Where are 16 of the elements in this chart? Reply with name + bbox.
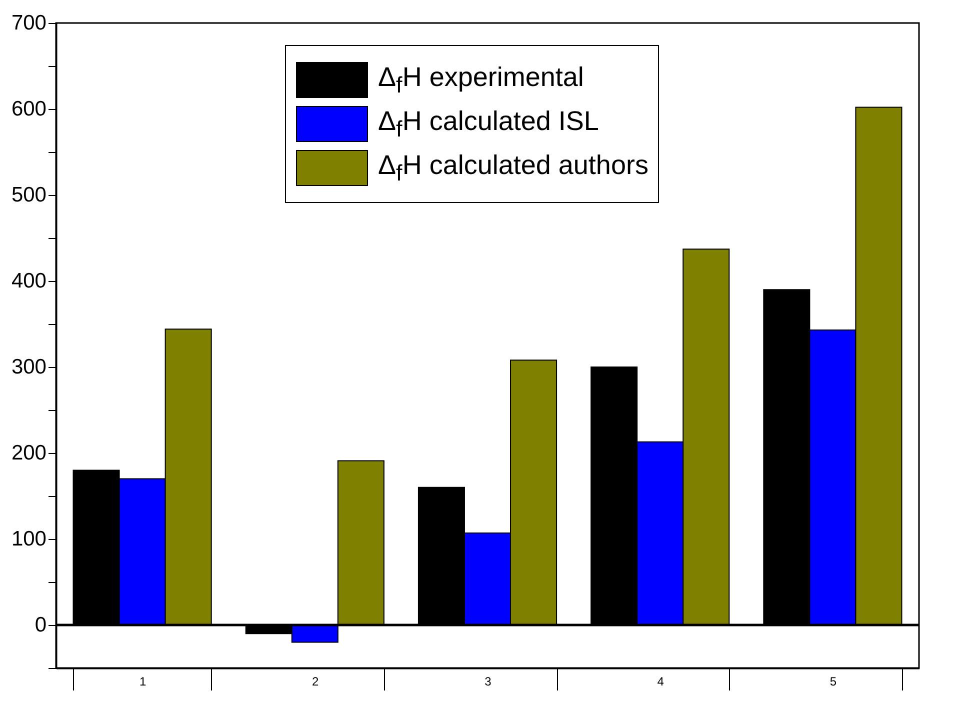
- x-tick-label: 1: [139, 674, 146, 688]
- legend-label: Δ$_{f}$H experimental: [378, 62, 584, 97]
- y-tick-label: 400: [11, 270, 46, 292]
- legend-label: Δ$_{f}$H calculated ISL: [378, 106, 599, 141]
- x-tick-label: 2: [312, 674, 320, 688]
- legend-label: Δ$_{f}$H calculated authors: [378, 150, 648, 185]
- y-tick-label: 700: [11, 12, 46, 34]
- x-tick-label: 4: [657, 674, 664, 688]
- y-tick-label: 500: [11, 184, 46, 206]
- y-tick-label: 100: [11, 528, 46, 550]
- y-tick-label: 600: [11, 98, 46, 120]
- y-tick-label: 300: [11, 356, 46, 378]
- y-tick-label: 200: [11, 442, 46, 464]
- y-tick-label: 0: [34, 614, 46, 636]
- x-tick-label: 3: [484, 674, 492, 688]
- x-tick-label: 5: [830, 674, 837, 688]
